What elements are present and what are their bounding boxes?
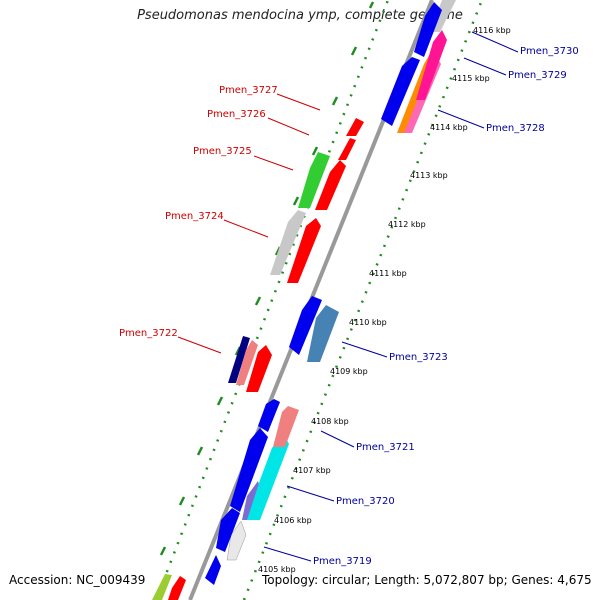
- tick-label: 4115 kbp: [452, 74, 490, 83]
- gene-label: Pmen_3722: [119, 328, 178, 339]
- gene-label: Pmen_3725: [193, 146, 252, 157]
- gene-block-salmon: [236, 340, 258, 385]
- forward-inner-genes: [205, 2, 442, 585]
- gene-block-Pmen_3729: [416, 30, 447, 100]
- genome-summary-text: Topology: circular; Length: 5,072,807 bp…: [262, 573, 592, 587]
- gene-block-red-3725: [315, 160, 346, 210]
- gene-label: Pmen_3726: [207, 109, 266, 120]
- gene-block-blue-4: [258, 399, 280, 432]
- gene-block-Pmen_3727: [346, 118, 364, 136]
- tick-labels: 4105 kbp 4106 kbp 4107 kbp 4108 kbp 4109…: [258, 26, 511, 574]
- gene-block-Pmen_3724: [270, 210, 306, 275]
- gene-block-red-3724: [287, 218, 321, 283]
- gene-block-grey: [226, 520, 247, 561]
- tick-label: 4116 kbp: [473, 26, 511, 35]
- tick-label: 4108 kbp: [311, 417, 349, 426]
- tick-label: 4109 kbp: [330, 367, 368, 376]
- gene-label: Pmen_3723: [389, 352, 448, 363]
- gene-block-Pmen_3721: [273, 406, 299, 447]
- tick-label: 4105 kbp: [258, 565, 296, 574]
- gene-block-red-bottom: [168, 576, 186, 600]
- gene-block-blue-5: [289, 296, 322, 355]
- gene-block-Pmen_3720: [247, 432, 289, 520]
- tick-label: 4114 kbp: [430, 123, 468, 132]
- gene-block-blue-1: [205, 555, 221, 585]
- gene-block-blue-3: [230, 428, 268, 512]
- gene-block-blue-6: [381, 57, 420, 126]
- gene-label: Pmen_3727: [219, 85, 278, 96]
- gene-label: Pmen_3721: [356, 442, 415, 453]
- tick-label: 4112 kbp: [388, 220, 426, 229]
- gene-label: Pmen_3719: [313, 556, 372, 567]
- gene-block-green-bottom: [152, 574, 172, 600]
- reverse-leaders: [177, 93, 321, 354]
- accession-text: Accession: NC_009439: [9, 573, 146, 587]
- outer-reverse-track: [154, 0, 390, 600]
- tick-label: 4110 kbp: [349, 318, 387, 327]
- tick-label: 4113 kbp: [410, 171, 448, 180]
- gene-label: Pmen_3728: [486, 123, 545, 134]
- gene-block-Pmen_3726: [338, 138, 356, 160]
- gene-block-blue-2: [216, 508, 240, 552]
- gene-block-Pmen_3723: [307, 305, 339, 362]
- tick-label: 4111 kbp: [369, 269, 407, 278]
- gene-label: Pmen_3729: [508, 70, 567, 81]
- outer-forward-track: [242, 0, 484, 600]
- gene-block-blue-7: [414, 2, 442, 57]
- reverse-genes: [152, 118, 364, 600]
- gene-block-navy: [228, 336, 250, 383]
- forward-genes: [226, 0, 456, 561]
- gene-block-Pmen_3722: [246, 345, 272, 392]
- reverse-labels: Pmen_3727 Pmen_3726 Pmen_3725 Pmen_3724 …: [119, 85, 278, 339]
- map-title: Pseudomonas mendocina ymp, complete geno…: [137, 8, 463, 23]
- reverse-tick-dashes: [159, 1, 375, 556]
- gene-label: Pmen_3720: [336, 496, 395, 507]
- gene-block-Pmen_3725: [298, 152, 330, 208]
- forward-leaders: [263, 31, 519, 562]
- tick-label: 4107 kbp: [293, 466, 331, 475]
- forward-labels: Pmen_3730 Pmen_3729 Pmen_3728 Pmen_3723 …: [313, 46, 579, 567]
- tick-label: 4106 kbp: [274, 516, 312, 525]
- gene-label: Pmen_3730: [520, 46, 579, 57]
- gene-label: Pmen_3724: [165, 211, 224, 222]
